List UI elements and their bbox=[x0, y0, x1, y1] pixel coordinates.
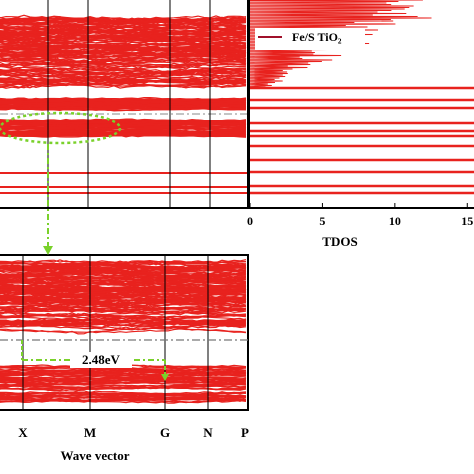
arrow-head bbox=[161, 374, 169, 381]
x-tick-label: 15 bbox=[461, 214, 473, 228]
band-line bbox=[0, 36, 247, 43]
k-point-label: M bbox=[84, 425, 96, 440]
band-line bbox=[0, 380, 247, 386]
gap-label: 2.48eV bbox=[82, 352, 121, 367]
dos-panel bbox=[249, 0, 474, 195]
band-line bbox=[0, 392, 247, 397]
legend-label: Fe/S TiO₂ bbox=[292, 30, 342, 44]
band-line bbox=[0, 399, 247, 404]
band-line bbox=[0, 45, 247, 51]
x-tick-label: 5 bbox=[319, 214, 325, 228]
label-bg bbox=[70, 352, 132, 368]
band-line bbox=[0, 63, 247, 70]
band-line bbox=[0, 19, 247, 27]
band-line bbox=[0, 283, 247, 290]
band-line bbox=[0, 40, 247, 48]
band-line bbox=[0, 371, 247, 376]
x-tick-label: 10 bbox=[389, 214, 401, 228]
band-line bbox=[0, 268, 247, 275]
band-line bbox=[0, 78, 247, 85]
band-line bbox=[0, 65, 247, 72]
band-line bbox=[0, 275, 247, 283]
band-line bbox=[0, 16, 247, 23]
band-line bbox=[0, 260, 247, 267]
band-line bbox=[0, 124, 247, 129]
band-line bbox=[0, 368, 247, 374]
x-tick-label: 0 bbox=[247, 214, 253, 228]
highlight-ellipse bbox=[0, 111, 122, 145]
band-line bbox=[0, 314, 247, 322]
band-line bbox=[0, 285, 247, 293]
panel-frame bbox=[0, 254, 249, 411]
band-line bbox=[0, 265, 247, 272]
band-line bbox=[0, 70, 247, 78]
band-line bbox=[0, 307, 247, 314]
band-line bbox=[0, 328, 247, 335]
band-line bbox=[0, 71, 247, 79]
band-line bbox=[0, 385, 247, 391]
band-line bbox=[0, 319, 247, 327]
band-line bbox=[0, 73, 247, 80]
k-point-label: N bbox=[203, 425, 213, 440]
x-axis-label: TDOS bbox=[322, 234, 357, 249]
band-line bbox=[0, 320, 247, 327]
band-line bbox=[0, 39, 247, 45]
band-line bbox=[0, 298, 247, 306]
band-line bbox=[0, 264, 247, 271]
band-line bbox=[0, 53, 247, 60]
band-line bbox=[0, 128, 247, 133]
band-line bbox=[0, 23, 247, 30]
band-line bbox=[0, 126, 247, 131]
band-line bbox=[0, 316, 246, 323]
band-line bbox=[0, 24, 247, 31]
band-line bbox=[0, 75, 247, 82]
band-line bbox=[0, 123, 247, 127]
band-line bbox=[0, 120, 247, 125]
band-line bbox=[0, 272, 247, 279]
band-line bbox=[0, 262, 246, 269]
band-line bbox=[0, 133, 247, 138]
band-line bbox=[0, 382, 247, 388]
band-line bbox=[0, 41, 247, 49]
band-line bbox=[0, 81, 247, 89]
k-point-label: X bbox=[18, 425, 28, 440]
band-line bbox=[0, 132, 247, 137]
dos-curve bbox=[249, 0, 432, 89]
legend-box bbox=[255, 28, 365, 50]
band-line bbox=[0, 72, 247, 79]
band-line bbox=[0, 97, 247, 102]
band-line bbox=[0, 103, 247, 108]
band-line bbox=[0, 289, 247, 297]
band-line bbox=[0, 287, 247, 294]
band-line bbox=[0, 36, 247, 43]
band-line bbox=[0, 51, 247, 58]
k-point-label: G bbox=[160, 425, 170, 440]
band-line bbox=[0, 107, 247, 112]
band-line bbox=[0, 304, 247, 312]
band-line bbox=[0, 279, 247, 286]
band-line bbox=[0, 291, 247, 299]
band-line bbox=[0, 376, 247, 381]
band-line bbox=[0, 101, 247, 106]
band-line bbox=[0, 61, 247, 68]
arrow-head bbox=[43, 246, 53, 255]
band-line bbox=[0, 50, 247, 57]
band-line bbox=[0, 365, 247, 371]
band-line bbox=[0, 368, 247, 374]
band-panel-top bbox=[0, 0, 248, 208]
band-line bbox=[0, 104, 247, 109]
band-panel-bottom bbox=[0, 255, 247, 410]
band-line bbox=[0, 295, 246, 303]
band-line bbox=[0, 19, 247, 27]
x-axis-label: Wave vector bbox=[61, 448, 130, 463]
band-line bbox=[0, 294, 247, 301]
band-line bbox=[0, 29, 247, 36]
band-line bbox=[0, 379, 247, 385]
k-point-label: P bbox=[241, 425, 249, 440]
band-line bbox=[0, 23, 247, 29]
